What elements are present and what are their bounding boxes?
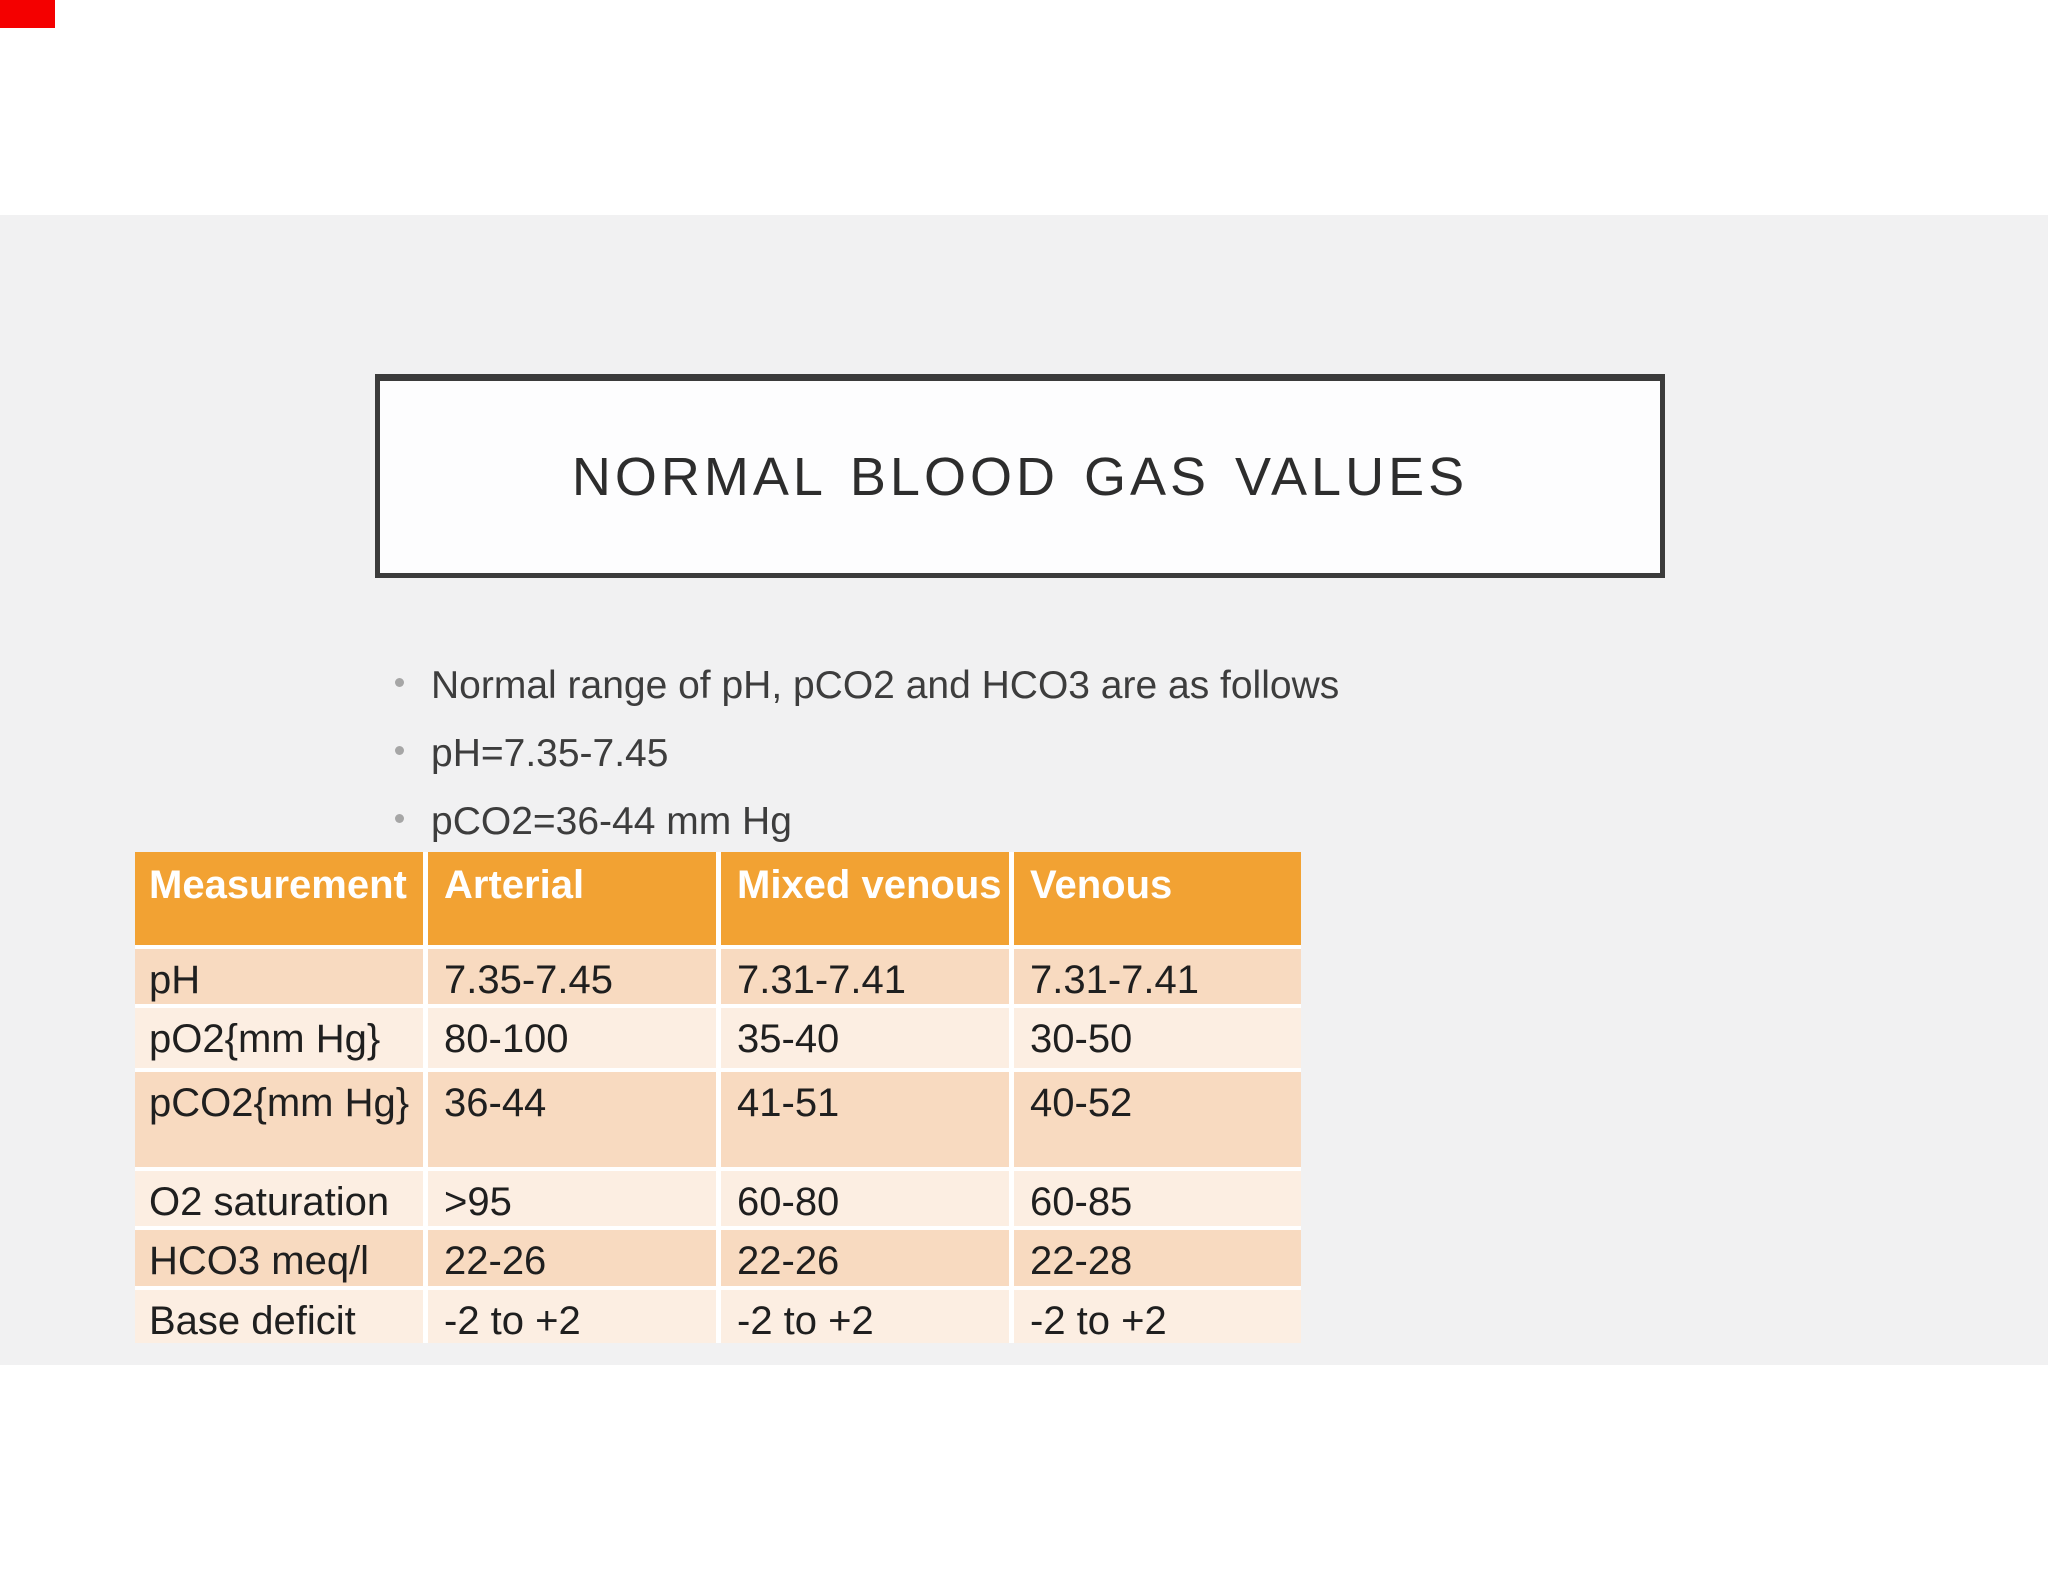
cell-value: 36-44 bbox=[428, 1072, 716, 1167]
cell-value: 22-28 bbox=[1014, 1230, 1301, 1286]
row-label: pH bbox=[135, 949, 423, 1004]
row-label: O2 saturation bbox=[135, 1171, 423, 1226]
cell-value: >95 bbox=[428, 1171, 716, 1226]
cell-value: 40-52 bbox=[1014, 1072, 1301, 1167]
bullet-text: Normal range of pH, pCO2 and HCO3 are as… bbox=[431, 664, 1340, 707]
table-header-row: Measurement Arterial Mixed venous Venous bbox=[135, 852, 1301, 945]
cell-value: -2 to +2 bbox=[1014, 1290, 1301, 1343]
cell-value: 60-85 bbox=[1014, 1171, 1301, 1226]
cell-value: -2 to +2 bbox=[428, 1290, 716, 1343]
bullet-item: pCO2=36-44 mm Hg bbox=[395, 797, 1795, 846]
title-box: NORMAL BLOOD GAS VALUES bbox=[375, 374, 1665, 578]
table-row-hco3: HCO3 meq/l 22-26 22-26 22-28 bbox=[135, 1230, 1301, 1286]
cell-value: 7.31-7.41 bbox=[1014, 949, 1301, 1004]
bullet-icon bbox=[395, 814, 404, 823]
bullet-icon bbox=[395, 678, 404, 687]
slide-canvas: NORMAL BLOOD GAS VALUES Normal range of … bbox=[0, 215, 2048, 1365]
bullet-item: Normal range of pH, pCO2 and HCO3 are as… bbox=[395, 661, 1795, 710]
cell-value: 35-40 bbox=[721, 1008, 1009, 1068]
table-row-ph: pH 7.35-7.45 7.31-7.41 7.31-7.41 bbox=[135, 949, 1301, 1004]
slide-title: NORMAL BLOOD GAS VALUES bbox=[571, 447, 1469, 507]
table-row-o2-saturation: O2 saturation >95 60-80 60-85 bbox=[135, 1171, 1301, 1226]
table-row-po2: pO2{mm Hg} 80-100 35-40 30-50 bbox=[135, 1008, 1301, 1068]
bullet-icon bbox=[395, 746, 404, 755]
bullet-list: Normal range of pH, pCO2 and HCO3 are as… bbox=[395, 661, 1795, 865]
row-label: pCO2{mm Hg} bbox=[135, 1072, 423, 1167]
bullet-text: pH=7.35-7.45 bbox=[431, 732, 669, 775]
column-header-mixed-venous: Mixed venous bbox=[721, 852, 1009, 945]
table-row-pco2: pCO2{mm Hg} 36-44 41-51 40-52 bbox=[135, 1072, 1301, 1167]
row-label: Base deficit bbox=[135, 1290, 423, 1343]
bullet-text: pCO2=36-44 mm Hg bbox=[431, 800, 792, 843]
row-label: HCO3 meq/l bbox=[135, 1230, 423, 1286]
cell-value: 41-51 bbox=[721, 1072, 1009, 1167]
blood-gas-table: Measurement Arterial Mixed venous Venous… bbox=[135, 852, 1301, 1343]
column-header-venous: Venous bbox=[1014, 852, 1301, 945]
cell-value: 7.31-7.41 bbox=[721, 949, 1009, 1004]
cell-value: 60-80 bbox=[721, 1171, 1009, 1226]
cell-value: 80-100 bbox=[428, 1008, 716, 1068]
column-header-arterial: Arterial bbox=[428, 852, 716, 945]
recording-marker bbox=[0, 0, 55, 28]
column-header-measurement: Measurement bbox=[135, 852, 423, 945]
cell-value: 30-50 bbox=[1014, 1008, 1301, 1068]
table-row-base-deficit: Base deficit -2 to +2 -2 to +2 -2 to +2 bbox=[135, 1290, 1301, 1343]
cell-value: 7.35-7.45 bbox=[428, 949, 716, 1004]
cell-value: 22-26 bbox=[721, 1230, 1009, 1286]
cell-value: 22-26 bbox=[428, 1230, 716, 1286]
bullet-item: pH=7.35-7.45 bbox=[395, 729, 1795, 778]
cell-value: -2 to +2 bbox=[721, 1290, 1009, 1343]
row-label: pO2{mm Hg} bbox=[135, 1008, 423, 1068]
